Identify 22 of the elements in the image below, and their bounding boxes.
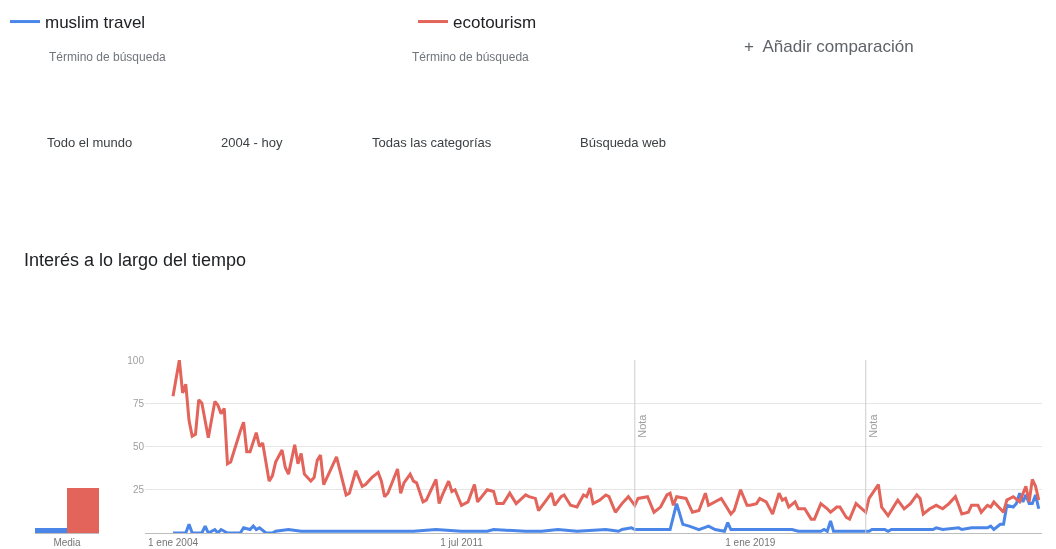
legend-label: ecotourism [453,13,537,33]
text: Término de búsqueda [49,50,167,64]
ref-line-label: Nota [866,413,879,438]
y-tick-label: 25 [132,484,145,496]
ref-line-label: Nota [635,413,648,438]
legend-label: muslim travel [45,13,146,33]
x-tick-label: 1 ene 2004 [147,537,199,548]
text: Búsqueda web [580,135,667,150]
chart-title: Interés a lo largo del tiempo [24,250,247,270]
text: Todo el mundo [47,135,133,150]
text: Todas las categorías [372,135,492,150]
y-tick-label: 100 [127,354,145,366]
line-series [171,360,1041,521]
line-series [171,491,1041,533]
y-tick-label: 50 [132,441,145,452]
text: 2004 - hoy [221,135,283,150]
x-tick-label: 1 jul 2011 [440,537,484,548]
text: + Añadir comparación [744,37,914,56]
text: Término de búsqueda [412,50,530,64]
y-tick-label: 75 [132,397,145,409]
x-tick-label: 1 ene 2019 [725,537,776,548]
x-tick-label: Media [53,537,82,548]
